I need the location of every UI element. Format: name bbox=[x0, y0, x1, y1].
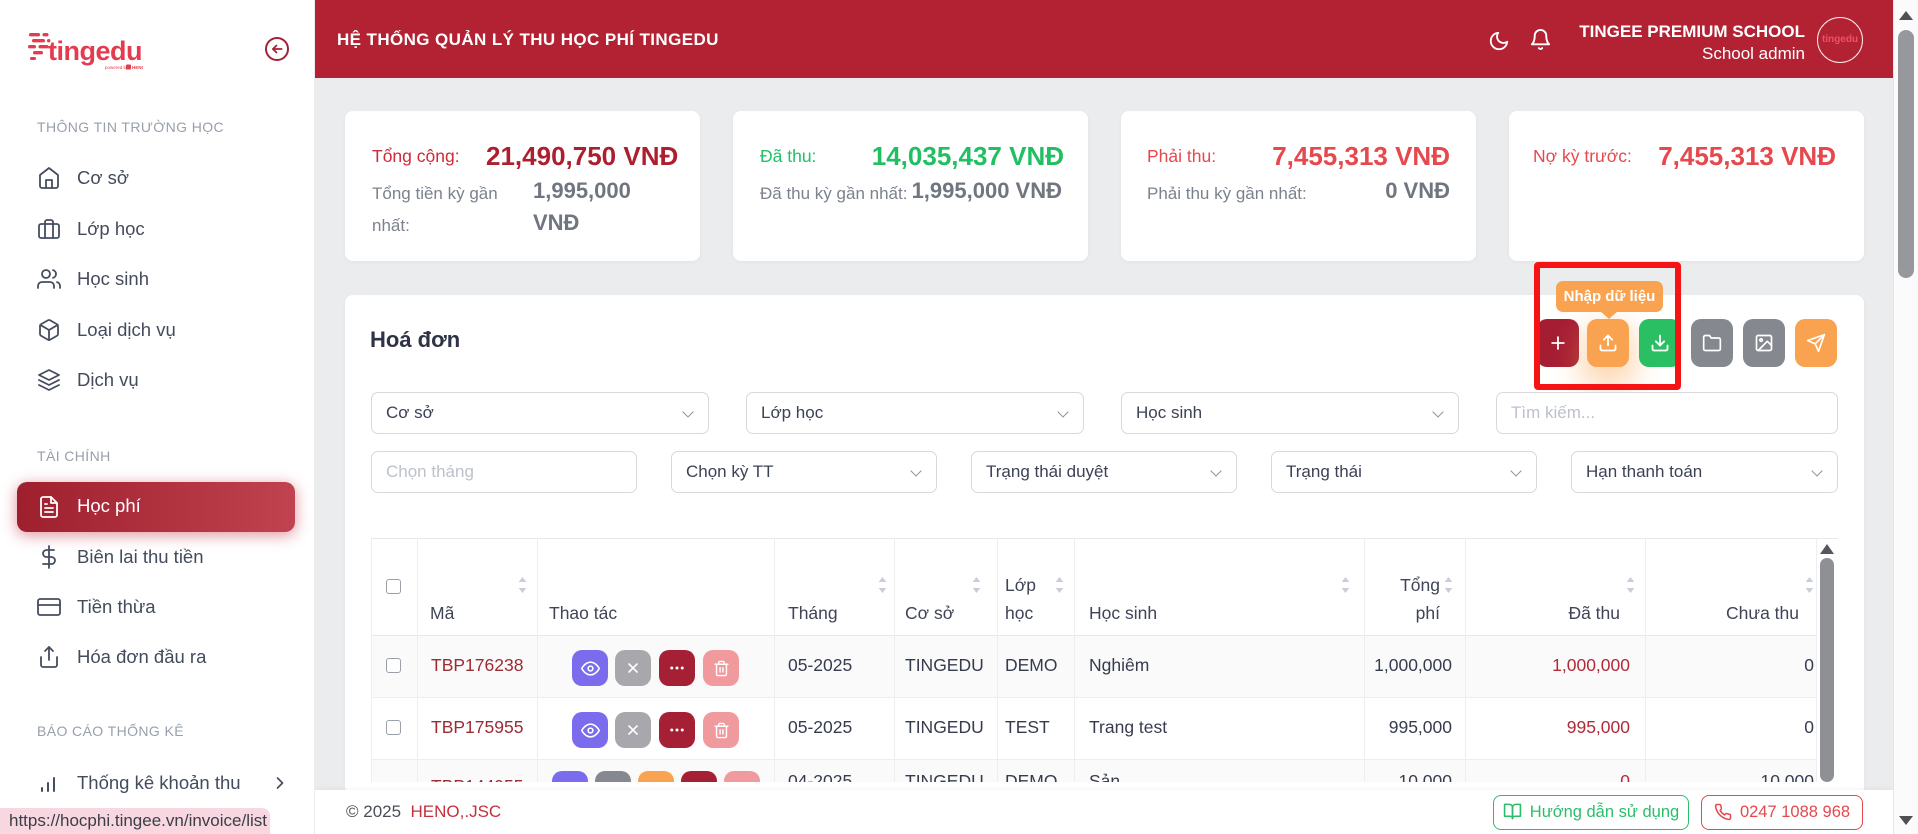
svg-text:HENO: HENO bbox=[132, 65, 143, 70]
svg-text:powered by: powered by bbox=[105, 65, 129, 70]
svg-text:tingedu: tingedu bbox=[48, 36, 142, 66]
